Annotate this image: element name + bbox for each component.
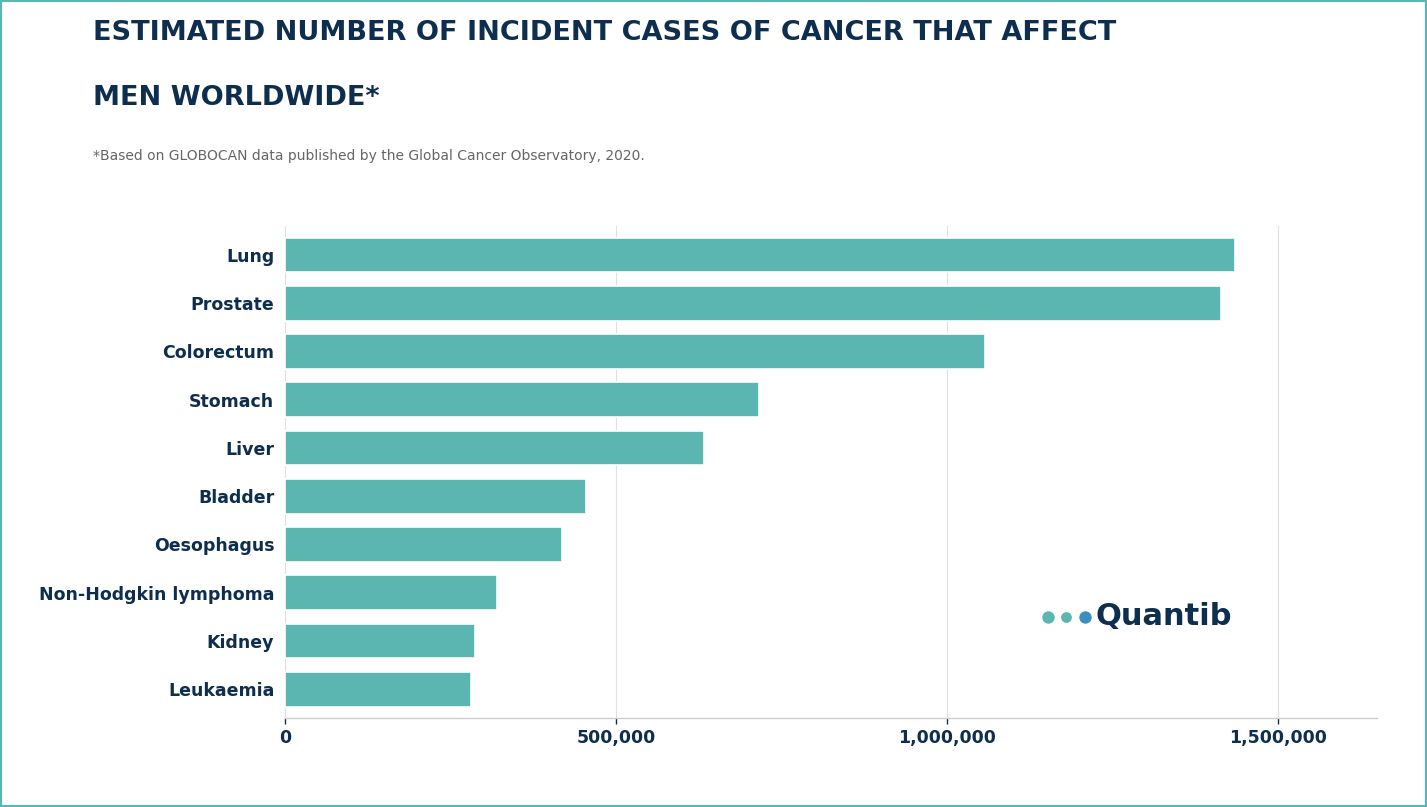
Bar (285, 672, 471, 707)
Bar (285, 624, 475, 659)
Point (1036, 610, 1059, 623)
Bar (285, 383, 759, 417)
Bar (285, 575, 497, 610)
Bar (285, 479, 586, 513)
Bar (285, 527, 562, 562)
Text: MEN WORLDWIDE*: MEN WORLDWIDE* (93, 85, 380, 111)
Bar (285, 237, 1234, 272)
Bar (285, 334, 986, 369)
Text: Quantib: Quantib (1096, 602, 1233, 631)
Bar (285, 431, 704, 466)
Point (1055, 610, 1077, 623)
Text: ESTIMATED NUMBER OF INCIDENT CASES OF CANCER THAT AFFECT: ESTIMATED NUMBER OF INCIDENT CASES OF CA… (93, 20, 1116, 46)
Bar (285, 286, 1222, 320)
Text: *Based on GLOBOCAN data published by the Global Cancer Observatory, 2020.: *Based on GLOBOCAN data published by the… (93, 149, 645, 163)
Point (1073, 610, 1096, 623)
